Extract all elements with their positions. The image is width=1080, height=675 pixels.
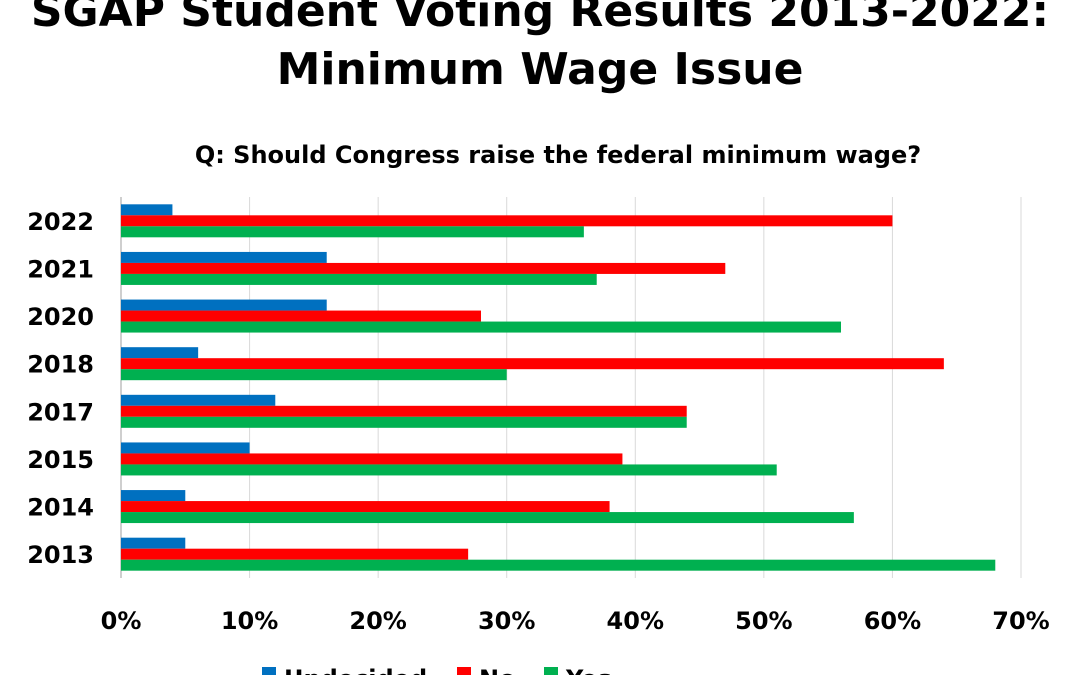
bar-undecided-2014 (121, 490, 186, 502)
x-axis-labels: 0% 10% 20% 30% 40% 50% 60% 70% (101, 607, 1050, 635)
bar-undecided-2018 (121, 347, 199, 359)
bar-undecided-2015 (121, 442, 250, 454)
y-axis-labels: 2022 2021 2020 2018 2017 2015 2014 2013 (27, 208, 94, 569)
bar-no-2015 (121, 453, 623, 465)
bar-yes-2022 (121, 226, 584, 238)
y-tick-label: 2018 (27, 351, 94, 379)
y-tick-label: 2020 (27, 303, 94, 331)
y-tick-label: 2017 (27, 398, 94, 426)
y-tick-label: 2021 (27, 255, 94, 283)
y-tick-label: 2015 (27, 446, 94, 474)
bar-no-2014 (121, 501, 610, 513)
bar-yes-2013 (121, 559, 996, 571)
x-tick-label: 60% (864, 607, 921, 635)
bar-no-2017 (121, 405, 687, 417)
bar-no-2022 (121, 215, 893, 227)
chart-title: Q: Should Congress raise the federal min… (195, 141, 921, 169)
bar-undecided-2020 (121, 299, 327, 311)
x-tick-label: 70% (992, 607, 1049, 635)
bar-yes-2015 (121, 464, 777, 476)
x-tick-label: 20% (349, 607, 406, 635)
legend-swatch-no (457, 667, 471, 675)
x-tick-label: 30% (478, 607, 535, 635)
x-tick-label: 40% (607, 607, 664, 635)
bar-undecided-2022 (121, 204, 173, 216)
legend-swatch-undecided (262, 667, 276, 675)
x-tick-label: 10% (221, 607, 278, 635)
bar-yes-2017 (121, 416, 687, 428)
bar-no-2020 (121, 310, 481, 322)
bar-yes-2014 (121, 512, 854, 524)
page-title-line-1: SGAP Student Voting Results 2013-2022: (30, 0, 1050, 37)
page-title-line-2: Minimum Wage Issue (276, 44, 804, 95)
bar-undecided-2017 (121, 394, 276, 406)
y-tick-label: 2014 (27, 494, 94, 522)
bars (121, 204, 996, 571)
x-tick-label: 50% (735, 607, 792, 635)
bar-no-2021 (121, 262, 726, 274)
bar-undecided-2021 (121, 251, 327, 263)
legend-swatch-yes (544, 667, 558, 675)
bar-no-2018 (121, 358, 944, 370)
bar-yes-2020 (121, 321, 841, 333)
legend-label-yes: Yes (565, 665, 612, 675)
legend-label-no: No (479, 665, 516, 675)
x-tick-label: 0% (101, 607, 142, 635)
y-tick-label: 2022 (27, 208, 94, 236)
bar-yes-2018 (121, 369, 507, 381)
y-tick-label: 2013 (27, 541, 94, 569)
legend-label-undecided: Undecided (284, 665, 427, 675)
bar-undecided-2013 (121, 537, 186, 549)
legend: Undecided No Yes (262, 665, 612, 675)
bar-yes-2021 (121, 273, 597, 285)
bar-no-2013 (121, 548, 469, 560)
